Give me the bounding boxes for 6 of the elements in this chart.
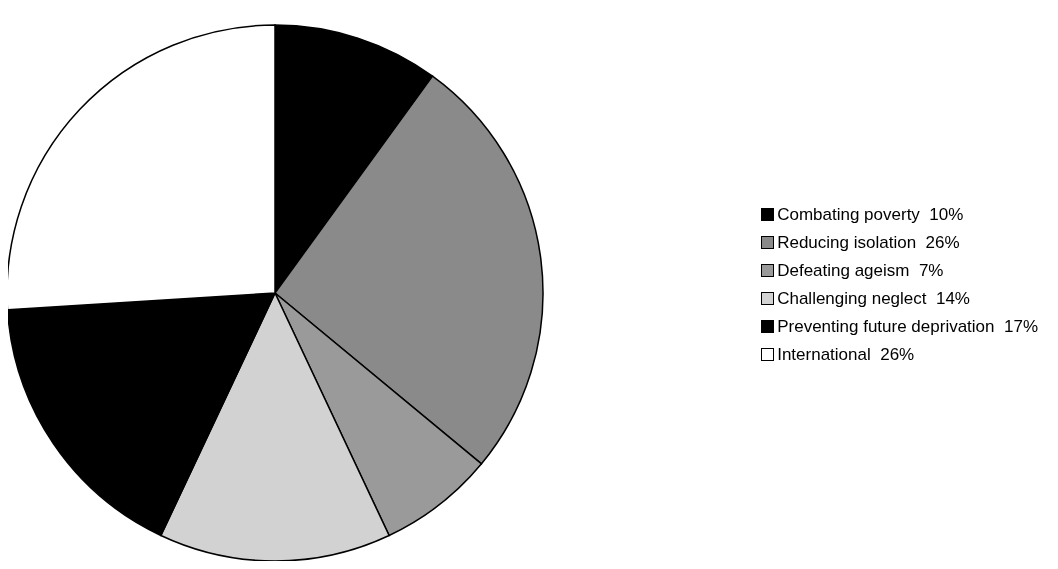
legend-label: Reducing isolation 26% — [777, 232, 960, 253]
legend-label: Combating poverty 10% — [777, 204, 964, 225]
legend-label: Defeating ageism 7% — [777, 260, 944, 281]
legend-label: Preventing future deprivation 17% — [777, 316, 1038, 337]
legend-label: International 26% — [777, 344, 915, 365]
legend-label: Challenging neglect 14% — [777, 288, 970, 309]
